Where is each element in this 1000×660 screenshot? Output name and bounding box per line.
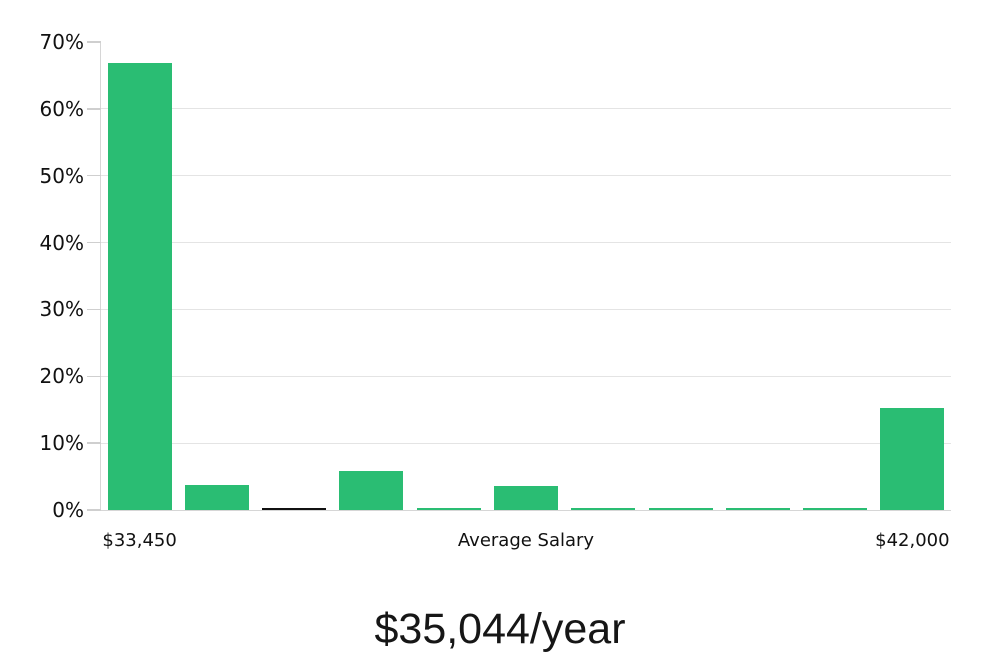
y-axis-tick [87, 308, 101, 311]
y-axis-tick [87, 241, 101, 244]
y-axis-tick [87, 108, 101, 110]
y-axis-tick-label: 70% [39, 30, 84, 54]
y-axis-tick [87, 375, 101, 378]
y-axis-tick [87, 174, 101, 177]
y-gridline [101, 375, 951, 377]
x-axis-tick-label: $33,450 [102, 530, 177, 551]
histogram-bar[interactable] [648, 508, 713, 510]
y-axis-tick [87, 41, 101, 43]
y-gridline [101, 308, 951, 310]
histogram-bar[interactable] [571, 508, 636, 510]
histogram-bar[interactable] [339, 471, 404, 510]
y-axis-tick [87, 509, 101, 511]
y-gridline [101, 108, 951, 110]
x-axis-tick-label: $42,000 [875, 530, 950, 551]
y-gridline [101, 175, 951, 177]
y-axis-tick-label: 0% [52, 498, 84, 522]
histogram-bar[interactable] [184, 484, 249, 510]
histogram-bar[interactable] [107, 62, 172, 510]
histogram-bar[interactable] [416, 508, 481, 510]
y-gridline [101, 242, 951, 244]
y-axis-tick-label: 30% [39, 297, 84, 322]
histogram-bar[interactable] [880, 408, 945, 510]
y-axis-tick [87, 442, 101, 444]
y-axis-tick-label: 10% [39, 431, 84, 456]
histogram-bar[interactable] [803, 508, 868, 510]
histogram-bar[interactable] [262, 508, 327, 510]
y-axis-tick-label: 40% [39, 230, 84, 255]
y-gridline [101, 442, 951, 444]
y-axis-tick-label: 50% [39, 163, 84, 188]
average-salary-title: $35,044/year [374, 605, 626, 653]
y-axis-tick-label: 20% [39, 364, 84, 389]
histogram-bar[interactable] [494, 485, 558, 510]
histogram-bar[interactable] [725, 508, 790, 510]
y-axis-tick-label: 60% [39, 96, 84, 121]
plot-area: 0% 10% 20% 30% 40% 50% 60% 70% $33,450 Average Sa… [40, 32, 951, 550]
x-axis-tick-label: Average Salary [457, 530, 595, 551]
